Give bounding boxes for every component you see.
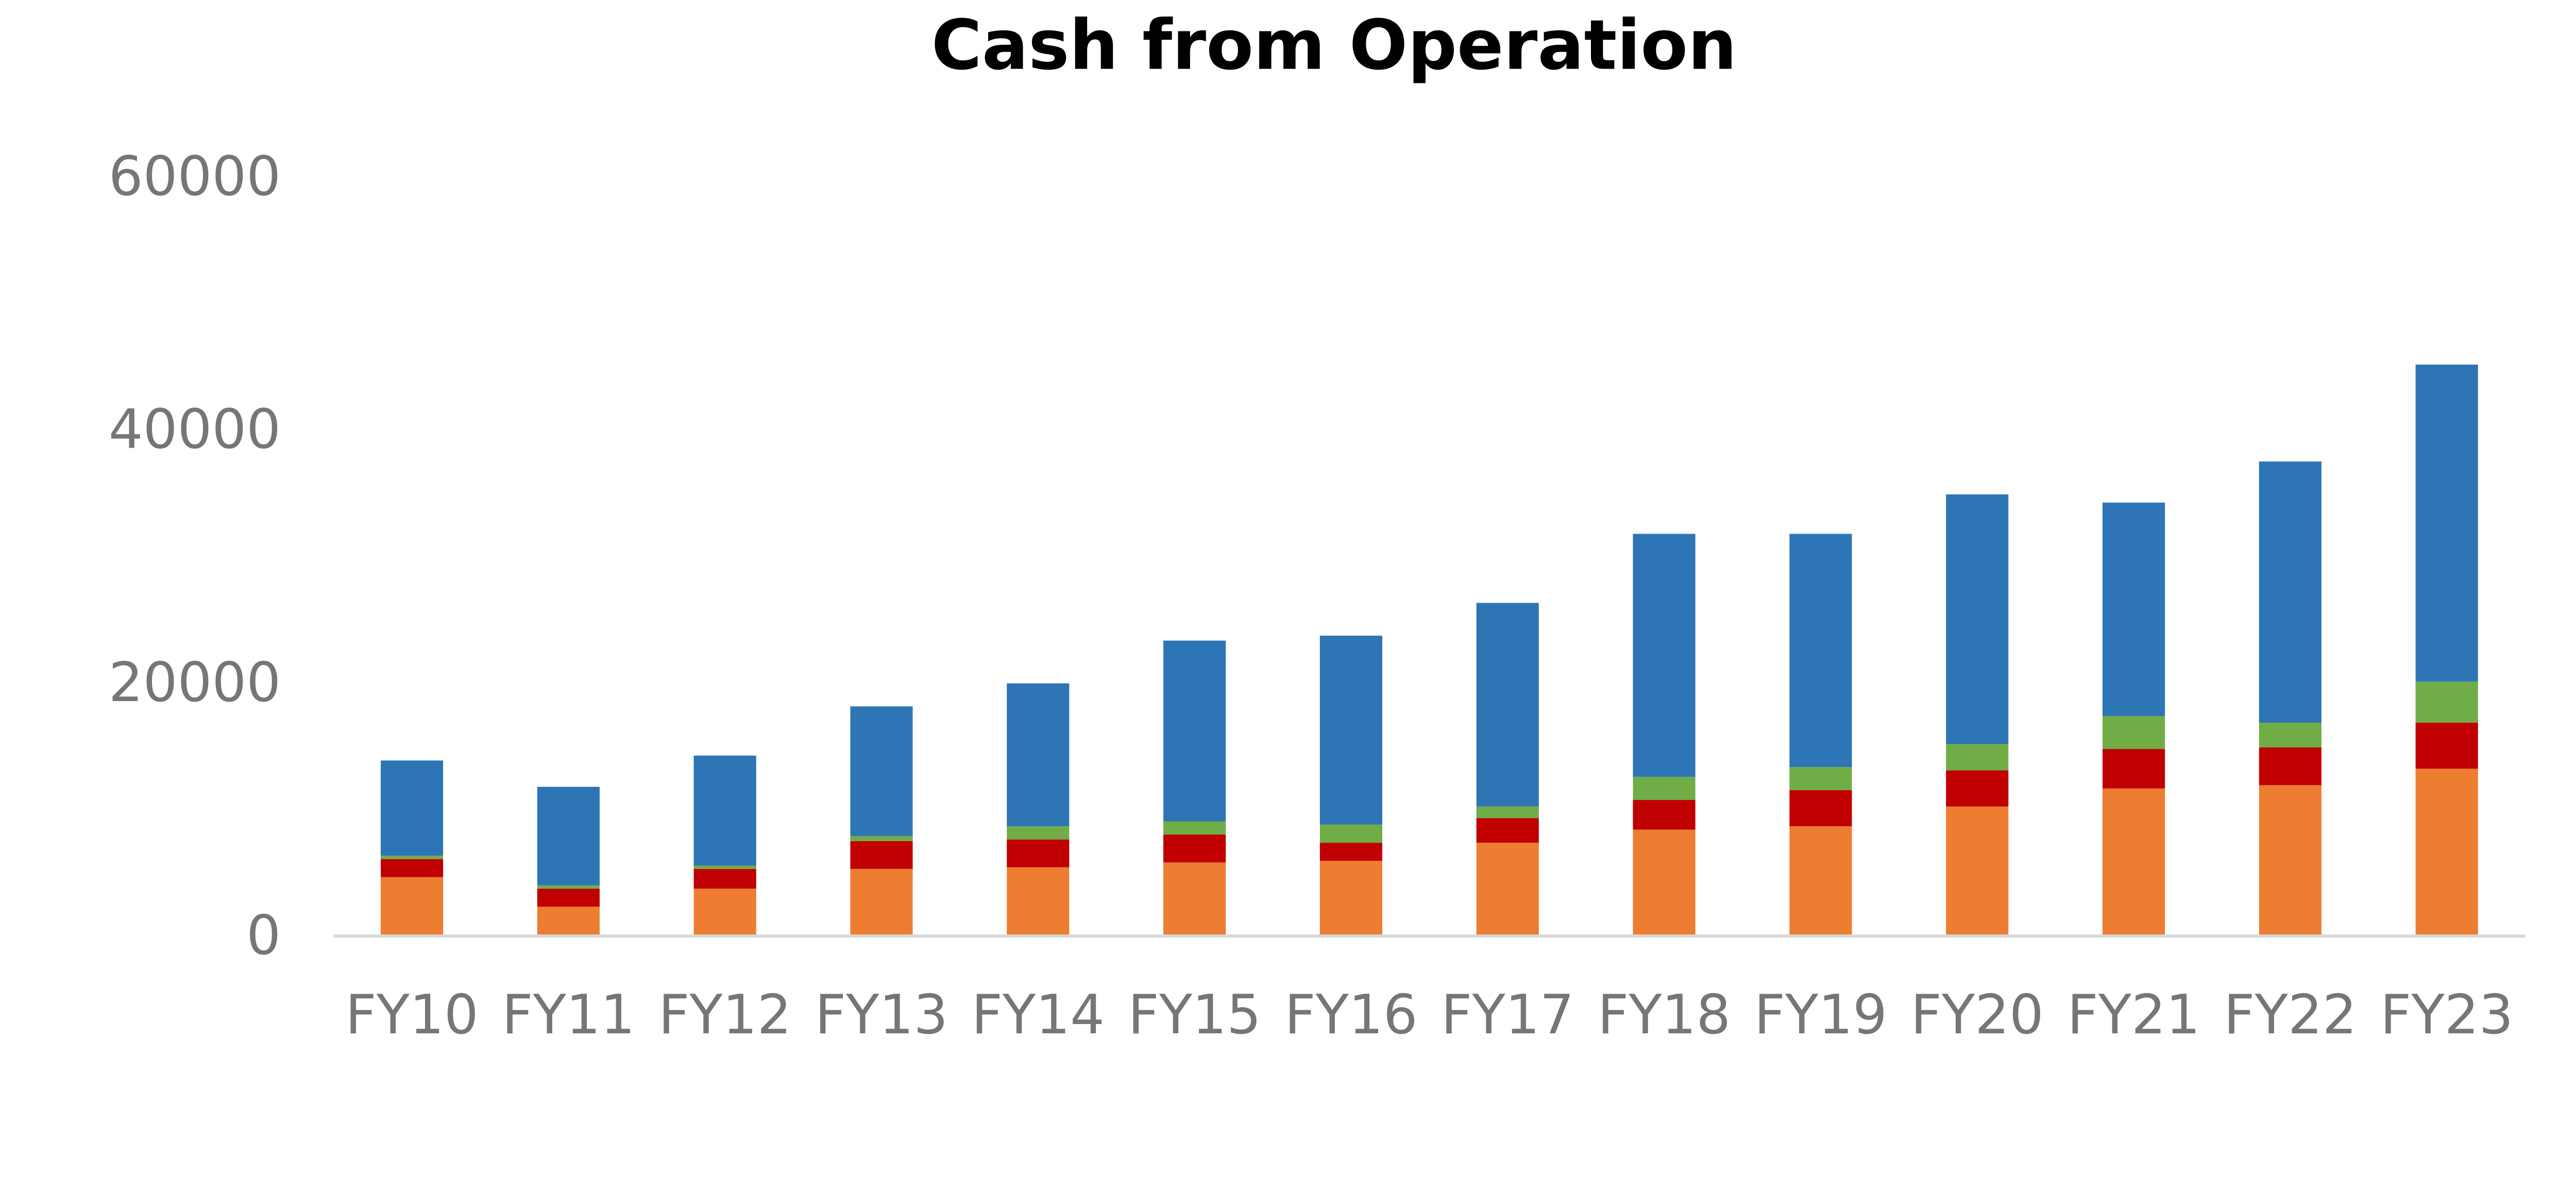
bar-segment-fy21-s2: [2102, 749, 2165, 789]
bar-segment-fy20-s3: [1946, 744, 2009, 771]
bar-segment-fy18-s3: [1633, 777, 1696, 800]
bar-segment-fy17-s2: [1476, 818, 1539, 843]
bar-segment-fy20-s2: [1946, 770, 2009, 807]
x-tick-label: FY11: [502, 983, 635, 1046]
bar-segment-fy15-s1: [1163, 862, 1226, 935]
x-tick-label: FY15: [1128, 983, 1261, 1046]
x-tick-label: FY20: [1911, 983, 2044, 1046]
x-tick-label: FY12: [658, 983, 791, 1046]
bar-segment-fy17-s3: [1476, 806, 1539, 819]
bar-segment-fy12-s1: [693, 889, 756, 935]
bar-segment-fy11-s2: [537, 889, 600, 907]
x-tick-label: FY19: [1754, 983, 1887, 1046]
x-tick-label: FY13: [815, 983, 948, 1046]
y-tick-label: 60000: [109, 145, 281, 208]
y-tick-label: 0: [246, 904, 281, 967]
bar-segment-fy13-s4: [850, 706, 913, 837]
bar-segment-fy14-s2: [1007, 839, 1070, 867]
bar-segment-fy11-s3: [537, 885, 600, 889]
bar-segment-fy14-s1: [1007, 867, 1070, 935]
y-tick-label: 40000: [109, 398, 281, 461]
bar-segment-fy15-s4: [1163, 640, 1226, 822]
bar-segment-fy22-s4: [2259, 461, 2321, 723]
bar-segment-fy12-s2: [693, 868, 756, 889]
bar-segment-fy21-s4: [2102, 502, 2165, 717]
bar-segment-fy17-s1: [1476, 843, 1539, 935]
bars: [380, 364, 2478, 935]
bar-segment-fy15-s3: [1163, 821, 1226, 835]
bar-segment-fy11-s4: [537, 787, 600, 885]
x-tick-label: FY17: [1441, 983, 1574, 1046]
bar-segment-fy19-s1: [1789, 826, 1852, 935]
bar-segment-fy19-s4: [1789, 534, 1852, 768]
bar-segment-fy16-s2: [1319, 843, 1383, 861]
bar-segment-fy13-s3: [850, 836, 913, 841]
bar-segment-fy16-s1: [1319, 861, 1383, 935]
x-tick-label: FY14: [972, 983, 1105, 1046]
bar-segment-fy18-s1: [1633, 829, 1696, 935]
bar-segment-fy10-s4: [380, 760, 444, 856]
bar-segment-fy14-s3: [1007, 826, 1070, 840]
bar-segment-fy23-s2: [2415, 722, 2478, 769]
y-axis: 0 20000 40000 60000: [109, 145, 281, 967]
x-tick-label: FY18: [1598, 983, 1731, 1046]
bar-segment-fy16-s4: [1319, 636, 1383, 825]
bar-segment-fy22-s3: [2259, 722, 2321, 747]
bar-segment-fy13-s2: [850, 841, 913, 869]
x-tick-label: FY23: [2380, 983, 2513, 1046]
bar-segment-fy12-s3: [693, 865, 756, 869]
bar-segment-fy15-s2: [1163, 834, 1226, 863]
chart-title: Cash from Operation: [931, 5, 1737, 86]
bar-segment-fy20-s4: [1946, 494, 2009, 744]
bar-segment-fy23-s1: [2415, 769, 2478, 935]
stacked-bar-chart: Cash from Operation 0 20000 40000 60000 FY1…: [109, 5, 2526, 1046]
y-tick-label: 20000: [109, 651, 281, 714]
bar-segment-fy19-s2: [1789, 790, 1852, 827]
bar-segment-fy22-s2: [2259, 747, 2321, 786]
bar-segment-fy21-s1: [2102, 788, 2165, 935]
x-tick-label: FY10: [345, 983, 478, 1046]
bar-segment-fy16-s3: [1319, 824, 1383, 843]
bar-segment-fy10-s3: [380, 856, 444, 859]
bar-segment-fy19-s3: [1789, 767, 1852, 790]
bar-segment-fy21-s3: [2102, 716, 2165, 749]
x-axis: FY10 FY11 FY12 FY13 FY14 FY15 FY16 FY17 FY18 FY19…: [345, 983, 2513, 1046]
bar-segment-fy20-s1: [1946, 806, 2009, 935]
x-tick-label: FY22: [2224, 983, 2357, 1046]
x-tick-label: FY16: [1284, 983, 1417, 1046]
bar-segment-fy10-s2: [380, 859, 444, 877]
bar-segment-fy23-s4: [2415, 364, 2478, 682]
bar-segment-fy12-s4: [693, 755, 756, 866]
bar-segment-fy10-s1: [380, 877, 444, 935]
x-tick-label: FY21: [2067, 983, 2200, 1046]
bar-segment-fy18-s2: [1633, 800, 1696, 830]
bar-segment-fy17-s4: [1476, 603, 1539, 807]
bar-segment-fy22-s1: [2259, 785, 2321, 935]
bar-segment-fy23-s3: [2415, 681, 2478, 723]
bar-segment-fy11-s1: [537, 907, 600, 935]
bar-segment-fy13-s1: [850, 868, 913, 935]
bar-segment-fy18-s4: [1633, 534, 1696, 777]
bar-segment-fy14-s4: [1007, 683, 1070, 827]
